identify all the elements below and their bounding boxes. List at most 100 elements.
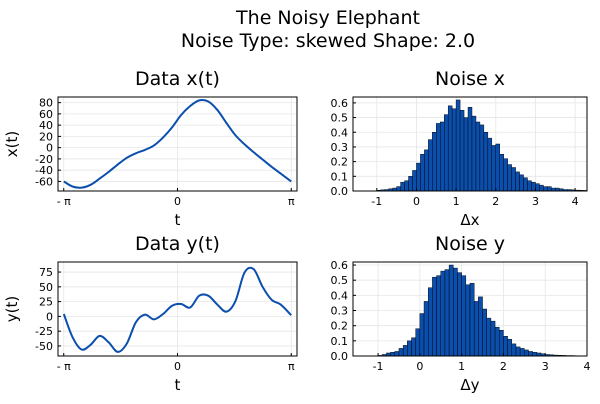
noise-y-bar bbox=[390, 351, 396, 357]
noise-y-bar bbox=[503, 336, 508, 357]
noise-x-bar bbox=[543, 186, 548, 192]
data-y-ytick-label: 0 bbox=[46, 310, 53, 323]
data-y-xtick-label: - π bbox=[57, 360, 71, 373]
noise-x-bar bbox=[495, 143, 500, 192]
data-y-ytick-label: 75 bbox=[39, 266, 53, 279]
noise-x-bar bbox=[519, 174, 524, 192]
figure-subtitle: Noise Type: skewed Shape: 2.0 bbox=[181, 30, 475, 52]
noise-y-bar bbox=[482, 308, 487, 357]
noise-y-bar bbox=[453, 267, 458, 357]
noise-x-bar bbox=[527, 180, 532, 192]
noise-y-bar bbox=[478, 296, 483, 357]
noise-x-xlabel: Δx bbox=[460, 211, 479, 229]
noise-x-xtick-label: 4 bbox=[572, 195, 579, 208]
noise-y-bar bbox=[436, 275, 441, 357]
noise-x-bar bbox=[487, 137, 493, 192]
data-y-title: Data y(t) bbox=[135, 233, 220, 255]
noise-y-bar bbox=[461, 275, 467, 357]
noise-x-bar bbox=[440, 121, 445, 192]
noise-x-ytick-label: 0.3 bbox=[331, 141, 349, 154]
noise-y-bar bbox=[507, 339, 513, 357]
noise-y-xtick-label: 4 bbox=[584, 360, 591, 373]
noise-y-bar bbox=[402, 345, 408, 357]
noise-x-bar bbox=[523, 177, 528, 192]
noise-x-bar bbox=[428, 139, 433, 192]
noise-y-bar bbox=[427, 287, 433, 357]
noise-x-bar bbox=[443, 114, 449, 192]
data-x-ytick-label: 80 bbox=[39, 97, 53, 110]
noise-y-bar bbox=[486, 317, 492, 357]
noise-y-bar bbox=[469, 283, 475, 357]
noise-x-bar bbox=[432, 132, 437, 192]
noise-y-bar bbox=[499, 330, 504, 357]
noise-y-ytick-label: 0.6 bbox=[331, 259, 349, 272]
noise-x-bar bbox=[451, 108, 457, 192]
noise-x-ytick-label: 0.1 bbox=[331, 170, 349, 183]
noise-x-title: Noise x bbox=[435, 68, 505, 90]
noise-y-bar bbox=[440, 270, 446, 357]
data-y-ytick-label: -25 bbox=[35, 325, 53, 338]
noise-y-bar bbox=[448, 264, 454, 357]
noise-y-bar bbox=[465, 284, 471, 357]
noise-x-bar bbox=[455, 99, 461, 192]
noise-x-bar bbox=[404, 180, 409, 192]
noise-y-bar bbox=[423, 301, 429, 357]
noise-x-ytick-label: 0.4 bbox=[331, 126, 349, 139]
noise-y-bar bbox=[511, 343, 517, 357]
noise-y-bar bbox=[394, 351, 400, 357]
noise-x-bar bbox=[447, 105, 453, 192]
data-x-ylabel: x(t) bbox=[3, 131, 21, 157]
data-x-xtick-label: - π bbox=[57, 195, 71, 208]
panel-noise-y: -1 0 1 2 3 4 0.0 0.1 0.2 0.3 0.4 0.5 0.6 Noise y Δy bbox=[331, 233, 591, 394]
data-y-xtick-label: 0 bbox=[174, 360, 181, 373]
noise-y-bar bbox=[457, 272, 462, 357]
noise-y-bar bbox=[490, 320, 496, 357]
noise-y-ytick-label: 0.4 bbox=[331, 289, 349, 302]
noise-y-bar bbox=[528, 351, 533, 357]
noise-x-bar bbox=[491, 145, 497, 192]
noise-x-xtick-label: 1 bbox=[453, 195, 460, 208]
data-y-xlabel: t bbox=[175, 376, 181, 394]
noise-x-bar bbox=[535, 183, 540, 192]
data-y-ytick-label: 25 bbox=[39, 296, 53, 309]
noise-x-bar bbox=[515, 171, 520, 192]
noise-x-ytick-label: 0.5 bbox=[331, 112, 349, 125]
noise-x-bar bbox=[420, 154, 425, 192]
noise-y-xlabel: Δy bbox=[460, 376, 479, 394]
noise-y-title: Noise y bbox=[435, 233, 505, 255]
noise-y-bar bbox=[415, 328, 421, 357]
noise-y-ytick-label: 0.1 bbox=[331, 335, 349, 348]
noise-y-bar bbox=[519, 348, 525, 357]
noise-x-bar bbox=[471, 115, 477, 192]
data-x-title: Data x(t) bbox=[135, 68, 220, 90]
noise-x-bar bbox=[467, 107, 473, 192]
noise-x-bar bbox=[463, 117, 469, 192]
noise-x-bar bbox=[408, 176, 413, 192]
noise-x-bar bbox=[507, 164, 512, 192]
noise-x-frame bbox=[352, 96, 588, 192]
data-x-ytick-label: 60 bbox=[39, 108, 53, 121]
noise-x-ytick-label: 0.2 bbox=[331, 156, 349, 169]
noise-x-xtick-label: 0 bbox=[413, 195, 420, 208]
noise-y-xtick-label: 2 bbox=[500, 360, 507, 373]
noise-y-bar bbox=[411, 337, 416, 357]
noise-y-bar bbox=[432, 276, 437, 357]
noise-x-bar bbox=[479, 124, 485, 192]
noise-y-bar bbox=[419, 313, 425, 357]
figure-title: The Noisy Elephant bbox=[235, 7, 420, 29]
noise-y-bar bbox=[524, 349, 529, 357]
noise-x-ytick-label: 0.0 bbox=[331, 185, 349, 198]
noise-x-bar bbox=[539, 184, 544, 192]
noise-x-bar bbox=[475, 121, 481, 192]
noise-y-ytick-label: 0.2 bbox=[331, 320, 349, 333]
noise-x-bar bbox=[396, 186, 401, 192]
noise-y-frame bbox=[352, 261, 588, 357]
data-x-xtick-label: π bbox=[288, 195, 295, 208]
data-x-ytick-label: -60 bbox=[35, 175, 53, 188]
noise-y-bar bbox=[444, 269, 450, 357]
noise-x-bar bbox=[483, 132, 489, 192]
data-x-ytick-label: -40 bbox=[35, 164, 53, 177]
